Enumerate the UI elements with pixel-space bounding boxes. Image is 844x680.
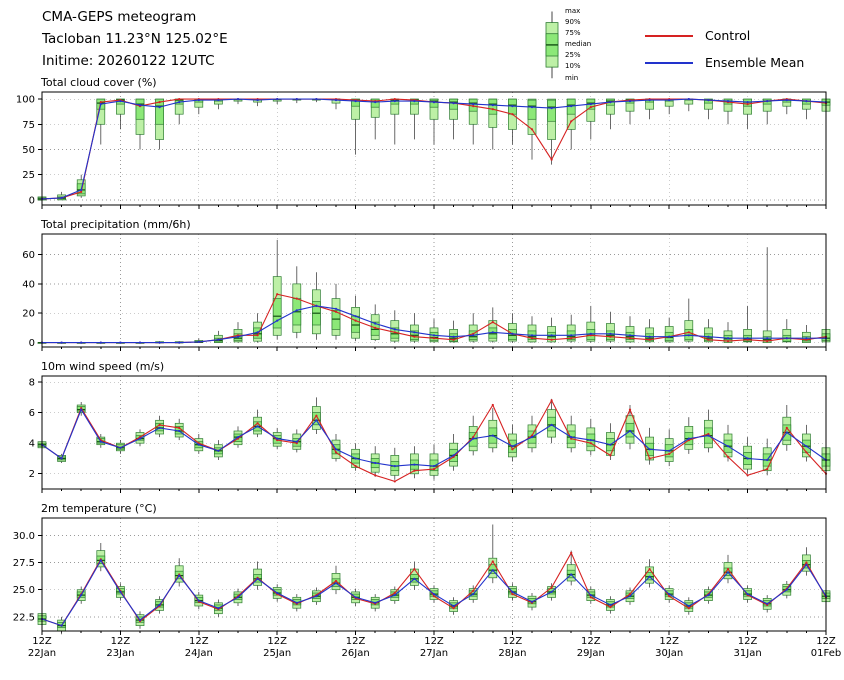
boxplot-legend-glyph: [545, 11, 559, 79]
svg-text:12Z: 12Z: [267, 636, 287, 647]
svg-text:6: 6: [29, 408, 35, 419]
chart-title: CMA-GEPS meteogram: [42, 9, 197, 25]
boxplot-label-median: median: [565, 40, 592, 49]
ensemble-line-swatch: [645, 61, 693, 64]
svg-text:75: 75: [22, 120, 35, 131]
svg-text:12Z: 12Z: [738, 636, 758, 647]
boxplot-label-75: 75%: [565, 29, 581, 38]
svg-text:12Z: 12Z: [816, 636, 836, 647]
chart-header: CMA-GEPS meteogram Tacloban 11.23°N 125.…: [42, 6, 228, 72]
svg-text:60: 60: [22, 250, 35, 261]
panel-temp: 2m temperature (°C) 22.5 25.0 27.5 30.0: [13, 502, 831, 635]
svg-text:40: 40: [22, 279, 35, 290]
svg-text:30Jan: 30Jan: [655, 648, 683, 659]
control-legend-label: Control: [705, 28, 751, 43]
boxplots-temp: [37, 524, 831, 635]
svg-text:29Jan: 29Jan: [577, 648, 605, 659]
svg-text:12Z: 12Z: [503, 636, 523, 647]
svg-text:Total precipitation (mm/6h): Total precipitation (mm/6h): [40, 218, 191, 231]
svg-text:12Z: 12Z: [581, 636, 601, 647]
svg-text:Total cloud cover (%): Total cloud cover (%): [40, 76, 157, 89]
control-line-swatch: [645, 34, 693, 37]
svg-text:12Z: 12Z: [32, 636, 52, 647]
svg-text:22.5: 22.5: [13, 612, 35, 623]
svg-text:20: 20: [22, 309, 35, 320]
svg-text:24Jan: 24Jan: [185, 648, 213, 659]
chart-inittime: Initime: 20260122 12UTC: [42, 53, 215, 69]
svg-text:0: 0: [29, 338, 35, 349]
boxplot-label-10: 10%: [565, 62, 581, 71]
svg-text:4: 4: [29, 439, 35, 450]
svg-text:01Feb: 01Feb: [811, 648, 841, 659]
panel-cloud: Total cloud cover (%) 0 25 50 75 100: [16, 76, 831, 209]
line-legend: Control Ensemble Mean: [645, 22, 804, 76]
x-axis-labels: 12Z22Jan12Z23Jan12Z24Jan12Z25Jan12Z26Jan…: [28, 636, 841, 659]
boxplot-label-min: min: [565, 73, 579, 82]
boxplot-label-max: max: [565, 7, 581, 15]
svg-text:27Jan: 27Jan: [420, 648, 448, 659]
svg-text:12Z: 12Z: [659, 636, 679, 647]
svg-text:50: 50: [22, 145, 35, 156]
svg-text:23Jan: 23Jan: [106, 648, 134, 659]
svg-text:12Z: 12Z: [189, 636, 209, 647]
boxplots-precip: [37, 239, 831, 344]
svg-text:27.5: 27.5: [13, 558, 35, 569]
svg-text:25Jan: 25Jan: [263, 648, 291, 659]
svg-text:12Z: 12Z: [346, 636, 366, 647]
chart-location: Tacloban 11.23°N 125.02°E: [42, 31, 228, 47]
svg-text:12Z: 12Z: [424, 636, 444, 647]
svg-text:30.0: 30.0: [13, 531, 35, 542]
panel-wind: 10m wind speed (m/s) 2 4 6 8: [29, 360, 831, 493]
svg-text:25: 25: [22, 170, 35, 181]
legend-entry-ensemble: Ensemble Mean: [645, 49, 804, 76]
svg-text:26Jan: 26Jan: [342, 648, 370, 659]
svg-text:8: 8: [29, 378, 35, 389]
svg-text:31Jan: 31Jan: [734, 648, 762, 659]
ensemble-legend-label: Ensemble Mean: [705, 55, 805, 70]
svg-text:0: 0: [29, 196, 35, 207]
boxplot-legend-labels: max 90% 75% median 25% 10% min: [565, 6, 591, 84]
svg-text:22Jan: 22Jan: [28, 648, 56, 659]
svg-text:28Jan: 28Jan: [498, 648, 526, 659]
panel-precip: Total precipitation (mm/6h) 0 20 40 60: [22, 218, 831, 351]
boxplot-label-25: 25%: [565, 51, 581, 60]
svg-text:100: 100: [16, 95, 35, 106]
svg-text:25.0: 25.0: [13, 585, 35, 596]
legend-entry-control: Control: [645, 22, 804, 49]
boxplot-label-90: 90%: [565, 18, 581, 27]
svg-text:12Z: 12Z: [111, 636, 131, 647]
svg-text:10m wind speed (m/s): 10m wind speed (m/s): [41, 360, 164, 373]
boxplots-wind: [37, 397, 831, 480]
svg-text:2m temperature (°C): 2m temperature (°C): [41, 502, 157, 515]
svg-text:2: 2: [29, 469, 35, 480]
